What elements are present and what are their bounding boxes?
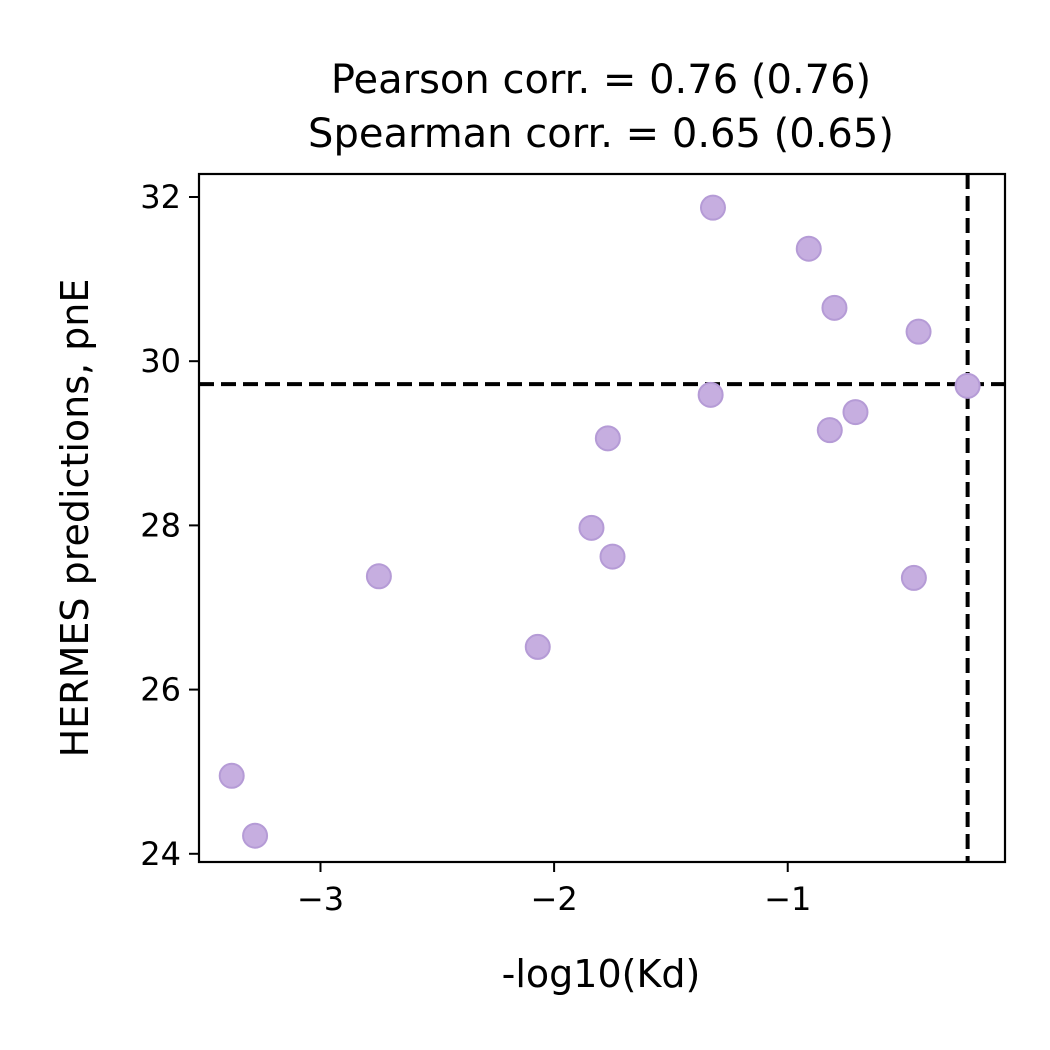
- y-tick-label: 30: [140, 342, 181, 380]
- data-point: [816, 417, 843, 444]
- x-axis-label: -log10(Kd): [502, 952, 701, 996]
- y-tick-label: 28: [140, 506, 181, 544]
- x-tick-label: −3: [297, 880, 344, 918]
- data-point: [842, 399, 869, 426]
- data-point: [242, 822, 269, 849]
- y-axis-ticks: 24 26 28 30 32: [140, 178, 199, 873]
- data-point: [524, 633, 551, 660]
- data-point: [697, 381, 724, 408]
- data-point: [594, 425, 621, 452]
- data-point: [900, 564, 927, 591]
- data-point: [218, 762, 245, 789]
- data-point: [599, 543, 626, 570]
- y-tick-label: 32: [140, 178, 181, 216]
- x-tick-label: −1: [764, 880, 811, 918]
- data-point: [954, 372, 981, 399]
- reference-lines: [199, 174, 1005, 862]
- y-axis-label: HERMES predictions, pnE: [53, 279, 97, 758]
- data-points: [218, 194, 981, 849]
- data-point: [905, 318, 932, 345]
- chart-title-line-2: Spearman corr. = 0.65 (0.65): [308, 111, 894, 157]
- x-axis-ticks: −3 −2 −1: [297, 862, 811, 918]
- chart-title-line-1: Pearson corr. = 0.76 (0.76): [331, 57, 871, 103]
- data-point: [699, 194, 726, 221]
- y-tick-label: 24: [140, 835, 181, 873]
- data-point: [578, 514, 605, 541]
- y-tick-label: 26: [140, 671, 181, 709]
- x-tick-label: −2: [531, 880, 578, 918]
- data-point: [821, 294, 848, 321]
- plot-area-frame: [197, 172, 1007, 864]
- data-point: [365, 563, 392, 590]
- data-point: [795, 235, 822, 262]
